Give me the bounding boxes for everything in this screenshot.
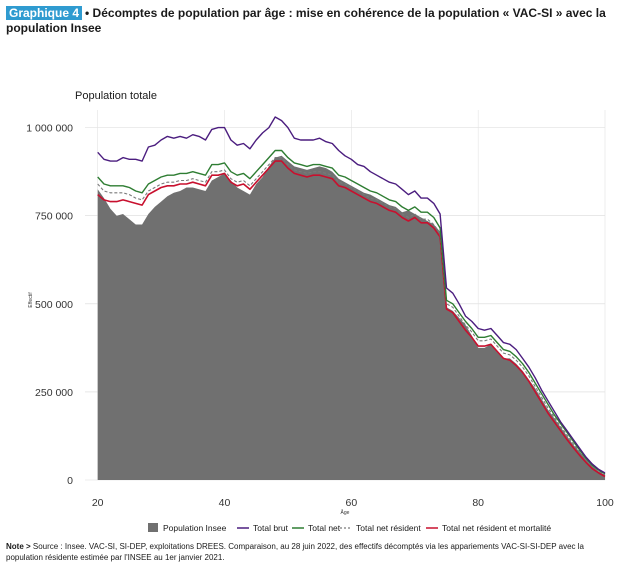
y-axis-ticks: 0 250 000 500 000 750 000 1 000 000	[26, 123, 73, 487]
x-axis-ticks: 20 40 60 80 100	[92, 497, 614, 509]
series-line-total-net-resident-mortalite	[97, 160, 606, 478]
legend-label-population-insee: Population Insee	[163, 523, 227, 533]
legend-label-total-net: Total net	[308, 523, 341, 533]
figure-tag: Graphique 4	[6, 6, 83, 20]
chart-title-block: Graphique 4 • Décomptes de population par…	[6, 6, 606, 36]
x-tick-label: 100	[596, 497, 614, 509]
plot-title: Population totale	[75, 90, 157, 102]
series-line-total-net-resident	[97, 157, 606, 475]
y-axis-label: Effectif	[28, 292, 34, 308]
note-label: Note >	[6, 542, 31, 551]
x-tick-label: 80	[472, 497, 484, 509]
y-tick-label: 250 000	[35, 387, 73, 399]
footnote: Note > Source : Insee. VAC-SI, SI-DEP, e…	[6, 542, 611, 563]
legend-swatch-population-insee	[148, 523, 158, 532]
y-tick-label: 0	[67, 475, 73, 487]
series-area-population-insee	[97, 155, 605, 481]
x-axis-label: Âge	[341, 509, 350, 516]
x-tick-label: 40	[219, 497, 231, 509]
series-line-total-net	[97, 149, 606, 475]
y-tick-label: 750 000	[35, 211, 73, 223]
series-line-total-brut	[97, 116, 606, 474]
x-tick-label: 20	[92, 497, 104, 509]
y-tick-label: 500 000	[35, 299, 73, 311]
y-tick-label: 1 000 000	[26, 123, 73, 135]
x-tick-label: 60	[345, 497, 357, 509]
legend-label-total-net-resident-mortalite: Total net résident et mortalité	[442, 523, 551, 533]
note-text: Source : Insee. VAC-SI, SI-DEP, exploita…	[6, 542, 584, 562]
legend-label-total-net-resident: Total net résident	[356, 523, 421, 533]
legend: Population Insee Total brut Total net To…	[148, 523, 551, 533]
figure-title: • Décomptes de population par âge : mise…	[6, 6, 606, 35]
legend-label-total-brut: Total brut	[253, 523, 289, 533]
